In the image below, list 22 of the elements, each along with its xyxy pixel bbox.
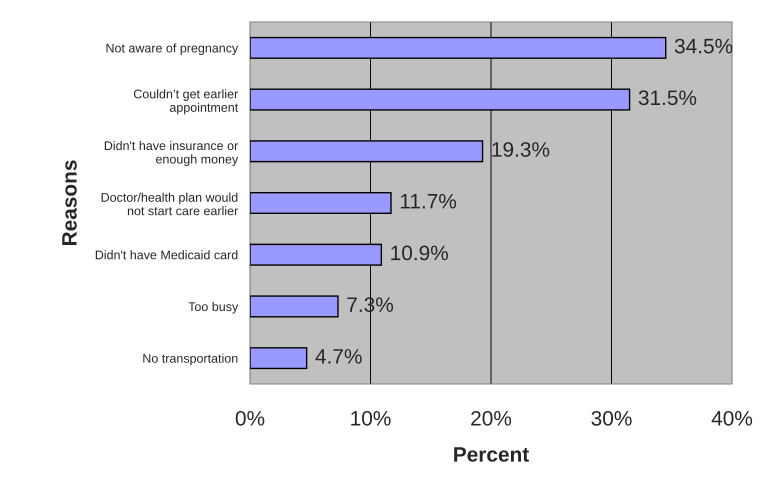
y-tick-label: No transportation (143, 354, 238, 366)
data-label: 19.3% (492, 142, 550, 157)
data-label: 10.9% (391, 246, 448, 260)
y-tick-label: Not aware of pregnancy (106, 43, 238, 55)
bar (250, 347, 308, 370)
data-label: 11.7% (400, 194, 456, 209)
x-tick-label: 0% (236, 410, 264, 426)
data-label: 4.7% (315, 349, 362, 364)
y-tick-label: Didn't have insurance or enough money (104, 140, 238, 166)
y-tick-label: Didn't have Medicaid card (96, 250, 238, 260)
x-tick-label: 10% (351, 410, 391, 426)
x-tick-label: 30% (591, 410, 632, 426)
data-label: 31.5% (638, 90, 696, 106)
y-axis-title: Reasons (62, 160, 77, 246)
y-tick-label: Doctor/health plan would not start care earlier (102, 192, 238, 216)
x-tick-label: 40% (712, 410, 752, 426)
data-label: 34.5% (674, 38, 732, 54)
y-tick-label: Couldn’t get earlier appointment (134, 89, 238, 114)
x-tick-label: 20% (471, 410, 512, 426)
x-axis-title: Percent (454, 447, 529, 462)
bar (250, 295, 339, 318)
y-tick-label: Too busy (188, 302, 238, 314)
